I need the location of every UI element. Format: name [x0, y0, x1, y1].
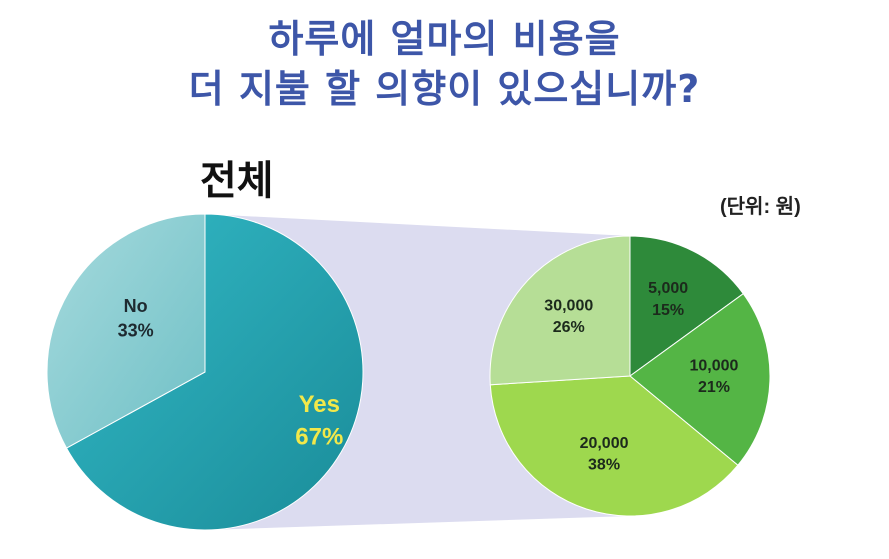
right-pie-5000-percent: 15%: [652, 302, 684, 319]
left-pie-no-percent: 33%: [118, 320, 154, 340]
chart-title-line-2: 더 지불 할 의향이 있으십니까?: [188, 67, 701, 111]
right-pie-slice-30000: [489, 235, 631, 386]
right-pie-slice-20000: [489, 375, 739, 517]
right-pie-20000-percent: 38%: [588, 456, 620, 473]
right-pie-slice-10000: [629, 293, 771, 466]
right-pie-10000-percent: 21%: [698, 379, 730, 396]
left-pie-slice-no: [46, 213, 206, 449]
right-pie-10000-label: 10,000: [689, 358, 738, 375]
right-pie: [489, 235, 771, 517]
right-pie-30000-label: 30,000: [544, 297, 593, 314]
left-pie-yes-percent: 67%: [295, 423, 343, 450]
left-pie-slice-yes: [65, 213, 364, 531]
chart-title-line-1: 하루에 얼마의 비용을: [268, 17, 621, 61]
right-pie-5000-label: 5,000: [648, 280, 688, 297]
left-pie-no-label: No: [124, 296, 148, 316]
right-pie-30000-percent: 26%: [553, 319, 585, 336]
right-pie-20000-label: 20,000: [580, 435, 629, 452]
left-pie-title: 전체: [200, 158, 274, 204]
unit-note: (단위: 원): [720, 196, 801, 218]
slice-labels: Yes 67% No 33% 5,000 15% 10,000 21% 20,000 38% 30,…: [118, 280, 739, 473]
left-pie-yes-label: Yes: [299, 391, 340, 418]
right-pie-slice-5000: [629, 235, 744, 377]
left-pie: [46, 213, 364, 531]
